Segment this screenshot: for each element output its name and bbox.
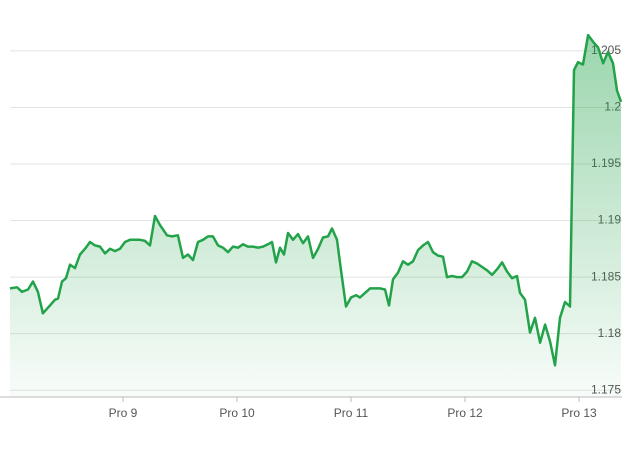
x-tick-label: Pro 10 — [219, 406, 255, 420]
line — [9, 33, 623, 367]
x-tick-label: Pro 9 — [109, 406, 138, 420]
x-tick-label: Pro 11 — [334, 406, 369, 420]
area — [10, 35, 621, 397]
x-tick-label: Pro 12 — [447, 406, 483, 420]
x-tick-label: Pro 13 — [561, 406, 597, 420]
